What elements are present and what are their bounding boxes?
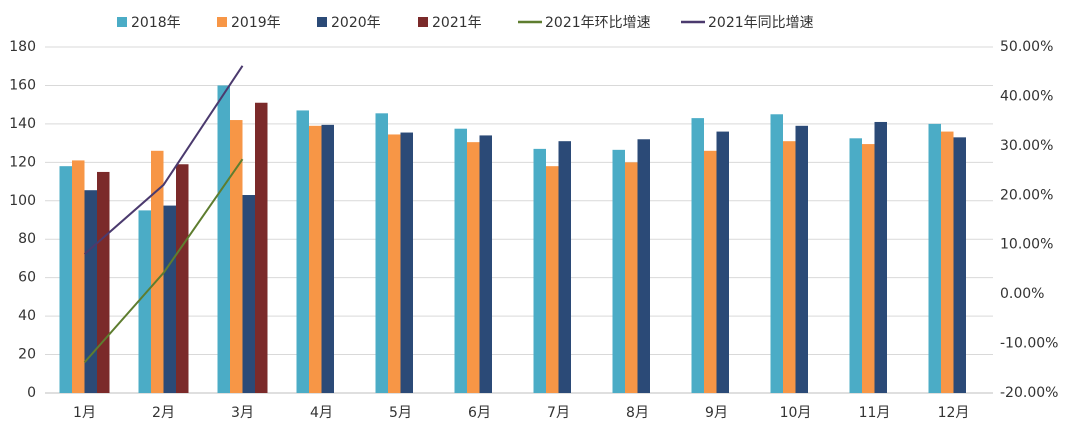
y2-tick-label: 30.00% [1000, 138, 1053, 154]
y-tick-label: 60 [18, 270, 36, 286]
bar [400, 132, 413, 394]
y2-tick-label: 0.00% [1000, 286, 1044, 302]
x-tick-label: 12月 [938, 405, 970, 421]
x-tick-label: 6月 [468, 405, 491, 421]
x-tick-label: 7月 [547, 405, 570, 421]
bar [255, 102, 268, 393]
legend-swatch [217, 17, 227, 27]
y-tick-label: 160 [9, 77, 36, 93]
bar [138, 210, 151, 393]
line [83, 65, 244, 255]
y-tick-label: 100 [9, 193, 36, 209]
bar [941, 131, 954, 394]
bar [59, 166, 72, 393]
y2-tick-label: 50.00% [1000, 39, 1053, 55]
bar [479, 135, 492, 393]
bar [176, 164, 189, 393]
y2-tick-label: 10.00% [1000, 237, 1053, 253]
x-tick-label: 3月 [231, 405, 254, 421]
bar [704, 150, 717, 393]
bar [309, 125, 322, 394]
y2-tick-label: -10.00% [1000, 336, 1058, 352]
y-tick-label: 20 [18, 347, 36, 363]
bar [953, 137, 966, 393]
bar [163, 205, 176, 393]
y-tick-label: 40 [18, 308, 36, 324]
bar [783, 141, 796, 393]
bar [612, 149, 625, 393]
y-tick-label: 140 [9, 116, 36, 132]
bar [558, 141, 571, 393]
bar [217, 85, 230, 393]
bar [625, 162, 638, 393]
bar [533, 148, 546, 393]
bar [849, 138, 862, 393]
bar [928, 123, 941, 393]
legend-swatch [317, 17, 327, 27]
y-tick-label: 180 [9, 39, 36, 55]
y2-tick-label: -20.00% [1000, 385, 1058, 401]
x-tick-label: 2月 [152, 405, 175, 421]
bar [151, 150, 164, 393]
bar [230, 120, 243, 394]
bar [691, 118, 704, 393]
bar [296, 110, 309, 393]
legend-swatch [418, 17, 428, 27]
y2-tick-label: 20.00% [1000, 187, 1053, 203]
bar [637, 139, 650, 393]
bar [716, 131, 729, 394]
x-tick-label: 5月 [389, 405, 412, 421]
legend-label: 2019年 [231, 15, 281, 31]
bar [388, 134, 401, 393]
y-tick-label: 0 [27, 385, 36, 401]
y-tick-label: 120 [9, 154, 36, 170]
bar [546, 166, 559, 393]
y-tick-label: 80 [18, 231, 36, 247]
bar [862, 144, 875, 393]
bar [242, 195, 255, 393]
bar [375, 113, 388, 394]
x-tick-label: 10月 [780, 405, 812, 421]
legend-label: 2021年 [432, 15, 482, 31]
bar [770, 114, 783, 394]
x-tick-label: 11月 [859, 405, 891, 421]
bar [874, 121, 887, 393]
bar [795, 125, 808, 394]
legend-label: 2020年 [331, 15, 381, 31]
x-tick-label: 9月 [705, 405, 728, 421]
bar [84, 190, 97, 393]
bar [467, 142, 480, 393]
legend-swatch [117, 17, 127, 27]
line [83, 158, 244, 364]
x-tick-label: 4月 [310, 405, 333, 421]
bar [97, 171, 110, 393]
y2-tick-label: 40.00% [1000, 88, 1053, 104]
legend-label: 2021年环比增速 [545, 15, 651, 31]
legend-label: 2021年同比增速 [708, 15, 814, 31]
bar [454, 128, 467, 393]
legend-label: 2018年 [131, 15, 181, 31]
bar [72, 160, 85, 393]
x-tick-label: 8月 [626, 405, 649, 421]
bar [321, 124, 334, 393]
x-tick-label: 1月 [73, 405, 96, 421]
